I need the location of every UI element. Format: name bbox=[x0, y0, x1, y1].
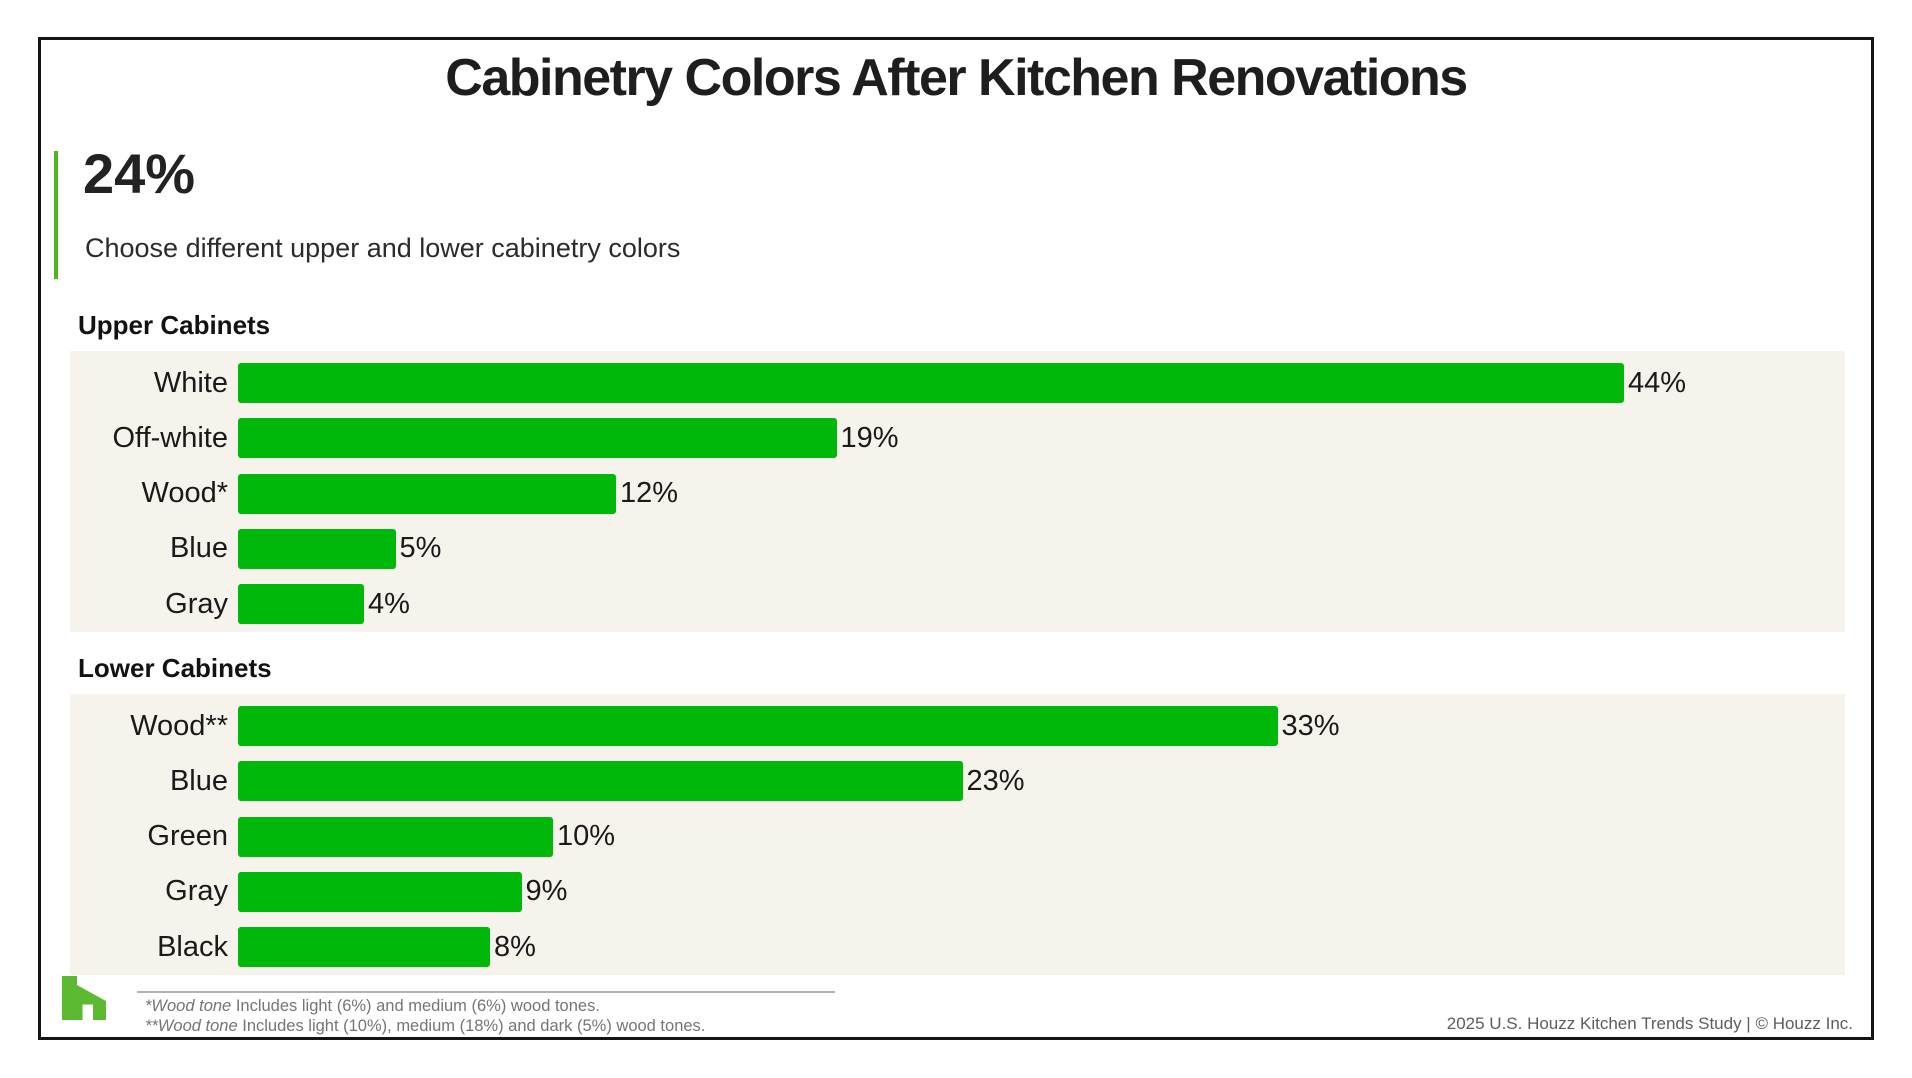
category-label: Green bbox=[147, 820, 228, 852]
upper-cabinets-chart: White 44% Off-white 19% Wood* 12% Blue 5% Gray 4% bbox=[70, 351, 1845, 632]
page-border bbox=[38, 37, 1874, 1040]
bar-row: Off-white 19% bbox=[70, 418, 1845, 459]
page-title: Cabinetry Colors After Kitchen Renovatio… bbox=[445, 49, 1468, 107]
bar-row: Gray 9% bbox=[70, 871, 1845, 912]
bar bbox=[238, 816, 553, 857]
category-label: Gray bbox=[165, 587, 228, 620]
value-label: 4% bbox=[368, 587, 410, 620]
bar bbox=[238, 584, 364, 624]
bar-row: Blue 23% bbox=[70, 761, 1845, 802]
bar bbox=[238, 761, 963, 802]
bar bbox=[238, 871, 522, 912]
source-credit: 2025 U.S. Houzz Kitchen Trends Study | ©… bbox=[1446, 1014, 1853, 1033]
footnote: *Wood tone Includes light (6%) and mediu… bbox=[145, 997, 600, 1015]
bar-row: Gray 4% bbox=[70, 584, 1845, 624]
category-label: Blue bbox=[169, 532, 228, 565]
category-label: Off-white bbox=[112, 421, 228, 454]
value-label: 8% bbox=[494, 930, 536, 963]
category-label: Black bbox=[157, 930, 228, 963]
upper-chart-title: Upper Cabinets bbox=[78, 310, 271, 340]
footnote-divider bbox=[137, 991, 835, 993]
footnotes: *Wood tone Includes light (6%) and mediu… bbox=[145, 997, 705, 1036]
lower-cabinets-chart: Wood** 33% Blue 23% Green 10% Gray 9% Black 8% bbox=[70, 694, 1845, 975]
bar-row: Blue 5% bbox=[70, 528, 1845, 569]
lower-chart-title: Lower Cabinets bbox=[78, 653, 272, 683]
category-label: Blue bbox=[169, 764, 228, 797]
value-label: 44% bbox=[1628, 366, 1687, 399]
bar-row: Black 8% bbox=[70, 927, 1845, 967]
value-label: 19% bbox=[840, 421, 899, 454]
stat-caption: Choose different upper and lower cabinet… bbox=[85, 233, 681, 263]
bar bbox=[238, 473, 616, 514]
stat-value: 24% bbox=[83, 142, 196, 205]
value-label: 12% bbox=[620, 477, 679, 509]
footnote: **Wood tone Includes light (10%), medium… bbox=[145, 1016, 706, 1035]
bar-row: White 44% bbox=[70, 363, 1845, 403]
value-label: 33% bbox=[1281, 709, 1340, 742]
bar bbox=[238, 927, 490, 967]
value-label: 23% bbox=[966, 764, 1025, 797]
category-label: White bbox=[153, 366, 228, 399]
value-label: 5% bbox=[399, 532, 442, 565]
category-label: Gray bbox=[165, 875, 228, 908]
value-label: 10% bbox=[557, 820, 616, 852]
bar-row: Wood* 12% bbox=[70, 473, 1845, 514]
bar bbox=[238, 528, 396, 569]
category-label: Wood** bbox=[130, 709, 228, 742]
category-label: Wood* bbox=[141, 477, 228, 509]
bar bbox=[238, 706, 1278, 746]
value-label: 9% bbox=[525, 875, 568, 908]
houzz-logo-icon bbox=[62, 976, 106, 1020]
stat-accent-bar bbox=[54, 151, 58, 279]
bar bbox=[238, 363, 1624, 403]
bar-row: Green 10% bbox=[70, 816, 1845, 857]
bar-row: Wood** 33% bbox=[70, 706, 1845, 746]
bar bbox=[238, 418, 837, 459]
